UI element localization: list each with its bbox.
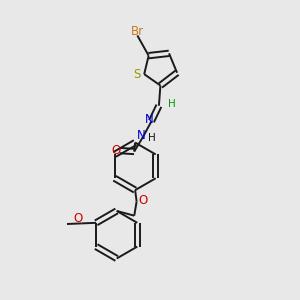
- Text: N: N: [136, 129, 145, 142]
- Text: S: S: [133, 68, 140, 81]
- Text: O: O: [139, 194, 148, 207]
- Text: Br: Br: [131, 26, 144, 38]
- Text: O: O: [74, 212, 83, 225]
- Text: N: N: [145, 113, 154, 126]
- Text: H: H: [148, 133, 156, 143]
- Text: O: O: [111, 143, 120, 157]
- Text: H: H: [167, 99, 175, 109]
